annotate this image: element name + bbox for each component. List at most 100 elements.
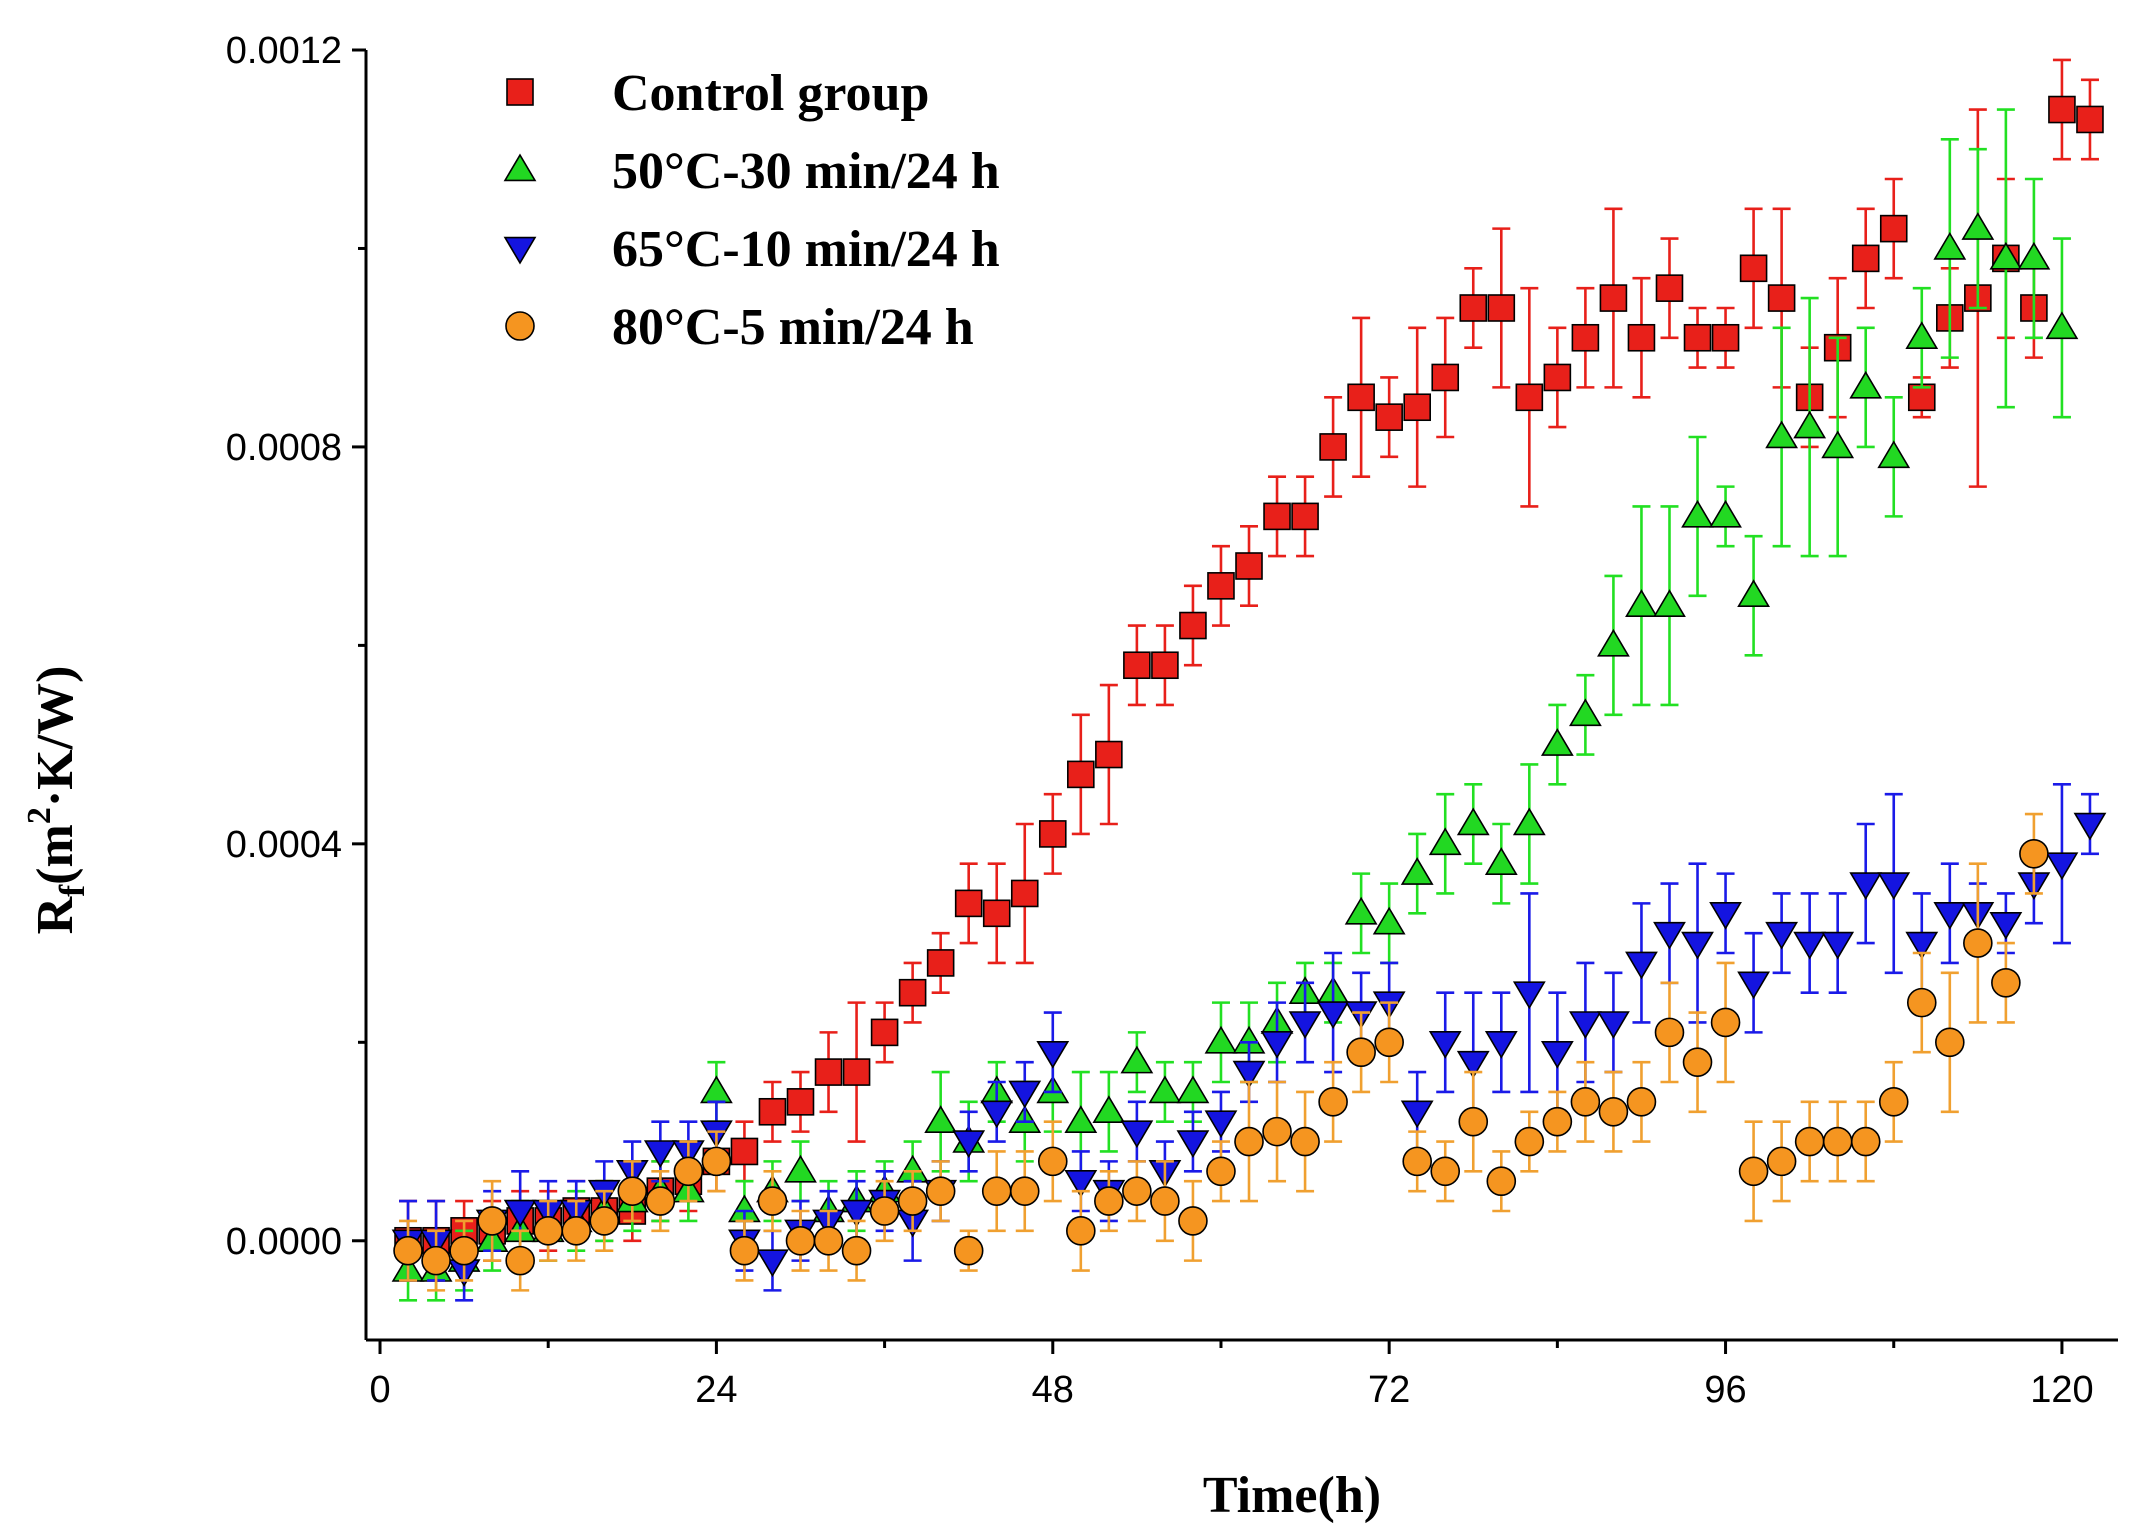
data-point (1122, 1176, 1152, 1206)
data-point (449, 1235, 479, 1266)
data-point (1709, 902, 1742, 930)
data-point (1625, 951, 1658, 980)
data-point (1374, 1027, 1404, 1058)
data-point (1008, 1080, 1042, 1109)
data-point (1793, 410, 1827, 439)
data-point (1036, 1040, 1070, 1069)
data-point (1989, 911, 2023, 940)
y-tick-label: 0.0012 (226, 30, 342, 72)
data-point (1877, 872, 1911, 901)
data-point (1375, 403, 1403, 431)
data-point (1989, 241, 2023, 270)
data-point (814, 1058, 843, 1086)
data-point (1400, 1100, 1434, 1129)
legend-marker (505, 311, 535, 341)
data-point (1709, 499, 1742, 528)
data-point (1120, 1120, 1154, 1149)
data-point (1347, 383, 1375, 412)
x-tick-label: 120 (2030, 1369, 2093, 1411)
data-point (1232, 1060, 1266, 1089)
data-point (1178, 1206, 1208, 1236)
data-point (1316, 1001, 1350, 1030)
data-point (1737, 971, 1770, 1000)
data-point (813, 1225, 844, 1256)
data-point (1123, 651, 1151, 680)
data-point (1150, 1186, 1180, 1216)
y-axis-title-unit-close: ·K/W) (27, 666, 84, 808)
data-point (1625, 589, 1658, 617)
x-tick-label: 0 (369, 1369, 390, 1411)
data-point (1512, 807, 1546, 836)
data-point (1737, 579, 1770, 608)
data-point (1597, 1011, 1630, 1039)
series-2 (391, 783, 2107, 1302)
data-point (1599, 284, 1628, 312)
data-point (1288, 1011, 1322, 1039)
data-point (2048, 95, 2076, 124)
series-1 (391, 108, 2079, 1302)
data-point (1738, 1156, 1769, 1187)
data-point (1484, 1031, 1518, 1059)
data-point (1627, 323, 1656, 352)
data-point (1456, 1050, 1490, 1079)
data-point (758, 1097, 787, 1126)
data-point (2076, 105, 2104, 134)
data-point (589, 1206, 620, 1236)
data-point (1849, 370, 1883, 399)
data-point (730, 1137, 759, 1166)
data-point (840, 1199, 873, 1228)
data-point (785, 1225, 816, 1256)
data-point (1682, 1047, 1713, 1077)
data-point (1514, 1126, 1545, 1157)
data-point (1456, 807, 1490, 836)
legend-label: 65°C-10 min/24 h (612, 221, 1000, 278)
data-point (1766, 1146, 1797, 1177)
data-point (1428, 827, 1462, 856)
data-point (1512, 981, 1546, 1010)
data-point (1151, 651, 1179, 680)
data-point (1879, 214, 1908, 243)
data-point (1568, 698, 1602, 727)
data-point (1037, 1146, 1068, 1177)
data-point (1626, 1087, 1657, 1117)
data-point (1543, 363, 1572, 392)
data-point (1681, 931, 1714, 960)
data-point (1711, 323, 1740, 352)
y-axis-title-main: R (27, 895, 84, 934)
data-point (1372, 906, 1406, 935)
data-point (870, 1018, 899, 1047)
y-tick-label: 0.0000 (226, 1221, 342, 1263)
data-point (1067, 760, 1095, 789)
data-point (1933, 231, 1967, 260)
data-point (924, 1105, 958, 1133)
data-point (1064, 1105, 1098, 1133)
x-tick-label: 48 (1032, 1369, 1074, 1411)
data-point (645, 1186, 676, 1216)
data-point (1009, 1176, 1040, 1206)
legend-marker (503, 236, 537, 265)
data-point (1653, 589, 1686, 617)
data-point (1428, 1031, 1462, 1059)
data-point (869, 1196, 900, 1226)
data-point (898, 978, 927, 1007)
data-point (786, 1088, 815, 1116)
data-point (1402, 1146, 1432, 1177)
data-point (1906, 987, 1937, 1018)
data-point (784, 1154, 817, 1183)
data-point (1234, 1126, 1264, 1157)
data-point (841, 1235, 872, 1266)
data-point (1344, 896, 1378, 925)
data-point (1877, 440, 1911, 469)
data-point (1598, 1096, 1629, 1127)
data-point (1515, 383, 1544, 412)
data-point (1206, 1156, 1236, 1187)
data-point (1066, 1216, 1096, 1246)
data-point (1484, 847, 1518, 875)
legend-marker (506, 78, 534, 106)
data-point (842, 1058, 871, 1086)
data-point (1038, 820, 1067, 848)
data-point (925, 1176, 956, 1206)
data-point (926, 949, 955, 977)
